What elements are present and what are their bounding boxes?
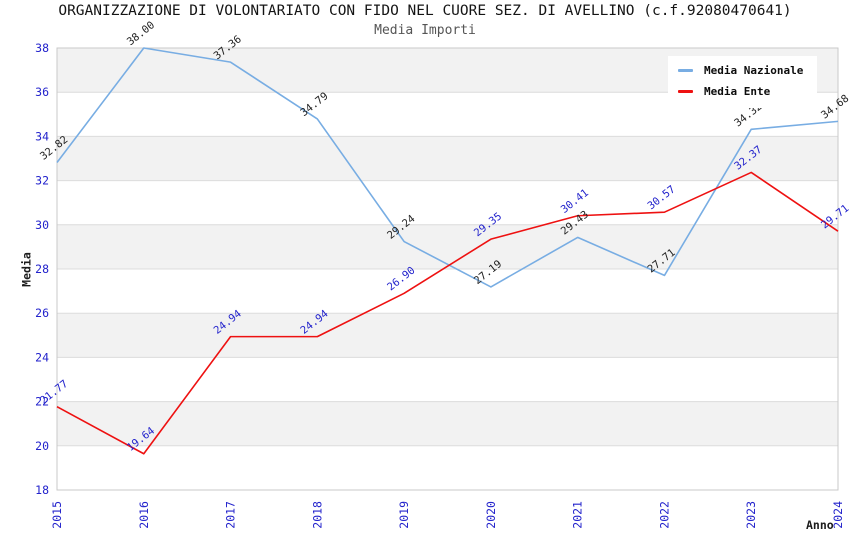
x-tick-label: 2023 <box>744 501 758 529</box>
legend-label-media-nazionale: Media Nazionale <box>704 64 804 77</box>
series-line <box>56 47 839 288</box>
x-tick-label: 2019 <box>397 501 411 529</box>
y-tick-label: 26 <box>35 306 49 320</box>
y-axis-title: Media <box>19 252 34 287</box>
y-tick-label: 24 <box>35 350 49 364</box>
series-line <box>56 171 839 455</box>
x-tick-label: 2021 <box>571 501 585 529</box>
point-value-label: 34.79 <box>298 90 330 119</box>
y-tick-label: 20 <box>35 439 49 453</box>
x-tick-label: 2015 <box>50 501 64 529</box>
legend-label-media-ente: Media Ente <box>704 85 771 98</box>
x-axis-title: Anno <box>806 518 834 532</box>
x-tick-label: 2024 <box>831 501 845 529</box>
y-tick-label: 18 <box>35 483 49 497</box>
y-tick-label: 28 <box>35 262 49 276</box>
legend-line-swatch-blue-icon <box>678 69 693 72</box>
legend: Media Nazionale Media Ente <box>668 56 818 108</box>
y-tick-label: 38 <box>35 41 49 55</box>
chart-title: ORGANIZZAZIONE DI VOLONTARIATO CON FIDO … <box>58 3 792 19</box>
y-tick-label: 32 <box>35 174 49 188</box>
x-tick-label: 2016 <box>137 501 151 529</box>
x-tick-label: 2017 <box>224 501 238 529</box>
legend-item-media-ente: Media Ente <box>678 85 803 98</box>
y-tick-label: 34 <box>35 129 49 143</box>
x-tick-label: 2020 <box>484 501 498 529</box>
point-value-label: 34.68 <box>819 93 850 122</box>
legend-item-media-nazionale: Media Nazionale <box>678 64 803 77</box>
chart-subtitle: Media Importi <box>374 23 476 38</box>
y-tick-label: 22 <box>35 395 49 409</box>
point-value-label: 30.41 <box>559 187 591 216</box>
legend-line-swatch-red-icon <box>678 90 693 93</box>
y-tick-label: 30 <box>35 218 49 232</box>
point-value-label: 38.00 <box>125 19 157 48</box>
y-tick-label: 36 <box>35 85 49 99</box>
x-tick-label: 2018 <box>310 501 324 529</box>
x-tick-label: 2022 <box>657 501 671 529</box>
